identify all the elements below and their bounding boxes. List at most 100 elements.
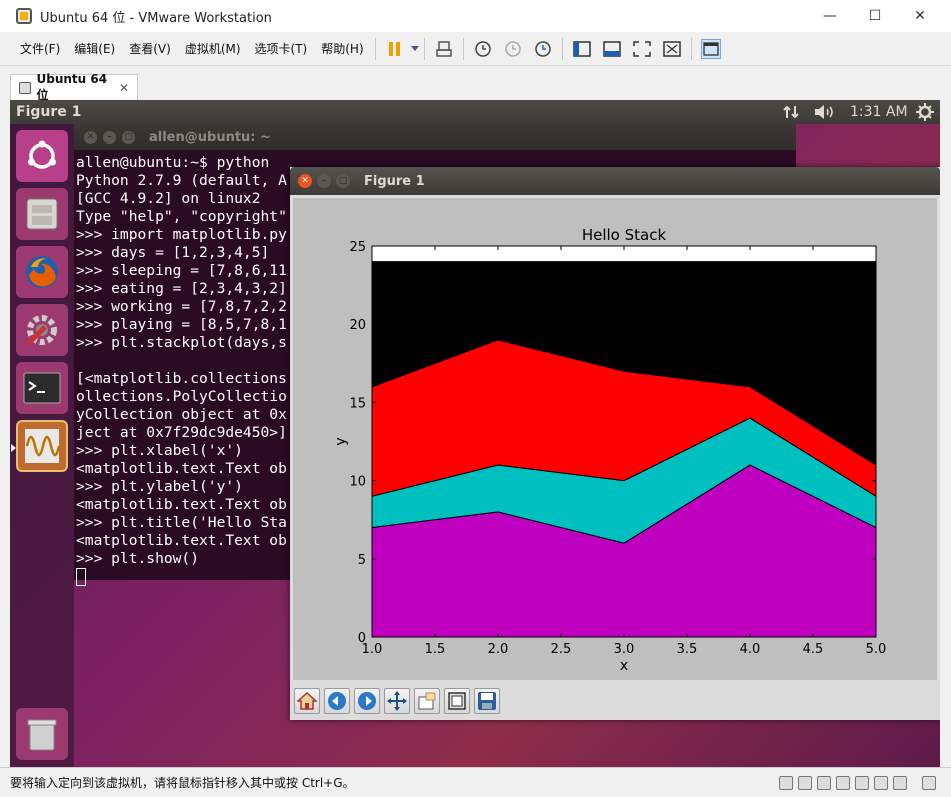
terminal-line: ollections.PolyCollectio bbox=[76, 388, 287, 405]
figure-title: Figure 1 bbox=[364, 173, 425, 189]
menu-view[interactable]: 查看(V) bbox=[129, 42, 171, 56]
title-bar: Ubuntu 64 位 - VMware Workstation — ☐ ✕ bbox=[0, 0, 951, 32]
terminal-maximize-icon[interactable]: □ bbox=[122, 130, 135, 144]
figure-close-icon[interactable]: ✕ bbox=[298, 174, 312, 188]
terminal-close-icon[interactable]: ✕ bbox=[84, 130, 97, 144]
terminal-line: >>> eating = [2,3,4,3,2] bbox=[76, 280, 287, 297]
terminal-line: >>> working = [7,8,7,2,2 bbox=[76, 298, 287, 315]
terminal-line: Type "help", "copyright" bbox=[76, 208, 287, 225]
terminal-line: >>> plt.title('Hello Sta bbox=[76, 514, 287, 531]
display-icon[interactable] bbox=[893, 775, 907, 790]
terminal-line: <matplotlib.text.Text ob bbox=[76, 496, 287, 513]
figure-canvas[interactable]: 1.0 1.5 2.0 2.5 3.0 3.5 4.0 4.5 5.0 0 5 10 15 20 25 Hel… bbox=[293, 198, 937, 680]
back-arrow-icon[interactable] bbox=[324, 688, 350, 714]
menu-bar: 文件(F) 编辑(E) 查看(V) 虚拟机(M) 选项卡(T) 帮助(H) bbox=[0, 32, 951, 66]
close-button[interactable]: ✕ bbox=[914, 8, 926, 24]
revert-snapshot-icon[interactable] bbox=[503, 39, 523, 59]
x-tick-label: 3.5 bbox=[677, 642, 698, 657]
cd-drive-icon[interactable] bbox=[798, 775, 812, 790]
figure-toolbar bbox=[290, 682, 940, 720]
y-tick-label: 0 bbox=[358, 631, 366, 646]
menu-vm[interactable]: 虚拟机(M) bbox=[184, 42, 241, 56]
usb-icon[interactable] bbox=[836, 775, 850, 790]
figure-app-icon[interactable] bbox=[16, 420, 68, 472]
terminal-icon[interactable] bbox=[16, 362, 68, 414]
terminal-output[interactable]: allen@ubuntu:~$ python Python 2.7.9 (defa… bbox=[74, 150, 796, 586]
pan-icon[interactable] bbox=[384, 688, 410, 714]
fullscreen-icon[interactable] bbox=[632, 39, 652, 59]
x-tick-label: 2.5 bbox=[551, 642, 572, 657]
terminal-minimize-icon[interactable]: – bbox=[103, 130, 116, 144]
trash-icon[interactable] bbox=[16, 708, 68, 760]
pause-dropdown-icon[interactable] bbox=[410, 39, 420, 59]
subplots-icon[interactable] bbox=[444, 688, 470, 714]
terminal-titlebar: ✕ – □ allen@ubuntu: ~ bbox=[74, 124, 796, 150]
dash-ubuntu-icon[interactable] bbox=[16, 130, 68, 182]
figure-maximize-icon[interactable]: □ bbox=[336, 174, 350, 188]
volume-icon[interactable] bbox=[814, 100, 836, 124]
terminal-line: [GCC 4.9.2] on linux2 bbox=[76, 190, 261, 207]
terminal-line: <matplotlib.text.Text ob bbox=[76, 460, 287, 477]
tab-strip: Ubuntu 64 位 ✕ bbox=[0, 66, 951, 102]
guest-screen[interactable]: Figure 1 1:31 AM bbox=[10, 100, 940, 767]
chart-title: Hello Stack bbox=[582, 226, 667, 244]
library-view-icon[interactable] bbox=[572, 39, 592, 59]
y-tick-label: 20 bbox=[349, 318, 366, 333]
y-axis-label: y bbox=[333, 437, 349, 445]
terminal-line: >>> playing = [8,5,7,8,1 bbox=[76, 316, 287, 333]
vmware-logo-icon bbox=[16, 8, 32, 24]
unity-mode-icon[interactable] bbox=[662, 39, 682, 59]
y-tick-label: 5 bbox=[358, 553, 366, 568]
figure-window[interactable]: ✕ – □ Figure 1 1.0 1.5 2.0 2.5 3.0 3.5 4.0 4.5 5… bbox=[290, 167, 940, 720]
settings-gear-icon[interactable] bbox=[916, 100, 934, 124]
vm-tab-icon bbox=[19, 81, 31, 94]
files-icon[interactable] bbox=[16, 188, 68, 240]
maximize-button[interactable]: ☐ bbox=[868, 8, 882, 24]
thumbnail-view-icon[interactable] bbox=[700, 38, 721, 59]
menu-tabs[interactable]: 选项卡(T) bbox=[254, 42, 308, 56]
system-settings-icon[interactable] bbox=[16, 304, 68, 356]
printer-icon[interactable] bbox=[855, 775, 869, 790]
figure-minimize-icon[interactable]: – bbox=[317, 174, 331, 188]
tab-close-icon[interactable]: ✕ bbox=[118, 80, 129, 95]
status-bar: 要将输入定向到该虚拟机，请将鼠标指针移入其中或按 Ctrl+G。 bbox=[0, 767, 951, 797]
home-icon[interactable] bbox=[294, 688, 320, 714]
snapshot-manager-icon[interactable] bbox=[533, 39, 553, 59]
y-tick-label: 10 bbox=[349, 475, 366, 490]
menu-edit[interactable]: 编辑(E) bbox=[74, 42, 116, 56]
clock[interactable]: 1:31 AM bbox=[850, 104, 908, 120]
terminal-title: allen@ubuntu: ~ bbox=[149, 129, 271, 145]
terminal-line: ject at 0x7f29dc9de450>] bbox=[76, 424, 287, 441]
terminal-line: >>> plt.show() bbox=[76, 550, 200, 567]
zoom-rect-icon[interactable] bbox=[414, 688, 440, 714]
toolbar-divider bbox=[690, 37, 692, 60]
toolbar-divider bbox=[561, 37, 563, 60]
panel-app-title: Figure 1 bbox=[16, 104, 82, 120]
x-tick-label: 1.0 bbox=[362, 642, 383, 657]
x-tick-label: 5.0 bbox=[866, 642, 887, 657]
send-ctrl-alt-del-icon[interactable] bbox=[434, 39, 454, 59]
terminal-line: yCollection object at 0x bbox=[76, 406, 287, 423]
menu-help[interactable]: 帮助(H) bbox=[321, 42, 364, 56]
forward-arrow-icon[interactable] bbox=[354, 688, 380, 714]
window-title: Ubuntu 64 位 - VMware Workstation bbox=[40, 10, 272, 26]
snapshot-icon[interactable] bbox=[473, 39, 493, 59]
console-view-icon[interactable] bbox=[602, 39, 622, 59]
sound-card-icon[interactable] bbox=[874, 775, 888, 790]
pause-icon[interactable] bbox=[385, 39, 405, 59]
message-log-icon[interactable] bbox=[922, 775, 936, 790]
figure-titlebar: ✕ – □ Figure 1 bbox=[290, 167, 940, 195]
network-icon[interactable] bbox=[782, 100, 800, 124]
x-tick-label: 4.5 bbox=[803, 642, 824, 657]
x-tick-label: 3.0 bbox=[614, 642, 635, 657]
y-tick-label: 25 bbox=[349, 240, 366, 255]
terminal-line: allen@ubuntu:~$ python bbox=[76, 154, 270, 171]
status-text: 要将输入定向到该虚拟机，请将鼠标指针移入其中或按 Ctrl+G。 bbox=[10, 776, 355, 790]
menu-file[interactable]: 文件(F) bbox=[20, 42, 61, 56]
hard-disk-icon[interactable] bbox=[779, 775, 793, 790]
minimize-button[interactable]: — bbox=[823, 8, 837, 24]
save-icon[interactable] bbox=[474, 688, 500, 714]
firefox-icon[interactable] bbox=[16, 246, 68, 298]
tab-ubuntu[interactable]: Ubuntu 64 位 ✕ bbox=[10, 72, 138, 102]
network-adapter-icon[interactable] bbox=[817, 775, 831, 790]
